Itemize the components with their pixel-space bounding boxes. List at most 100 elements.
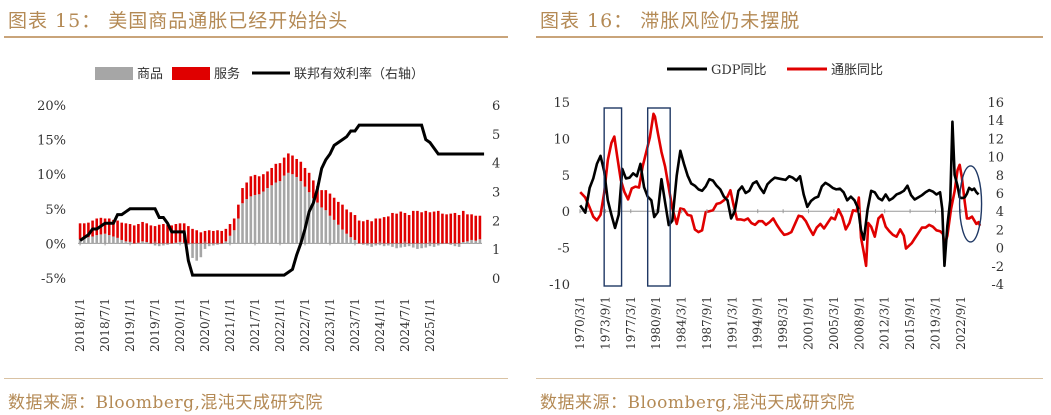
x-tick-label: 1998/3/1 [776, 296, 790, 350]
services-bar [307, 172, 311, 193]
goods-bar [295, 176, 298, 244]
x-tick-label: 1970/3/1 [573, 296, 587, 350]
x-tick-label: 1994/9/1 [751, 296, 765, 350]
goods-bar [382, 243, 386, 247]
goods-bar [391, 243, 394, 247]
services-bar [278, 163, 282, 182]
services-bar [428, 212, 432, 244]
x-tick-label: 2021/1/1 [223, 298, 237, 352]
x-axis-ticks: 1970/3/1 1973/9/1 1977/3/1 1980/9/1 1984/3/1… [573, 209, 968, 350]
goods-bar [116, 237, 119, 244]
services-bar [441, 213, 444, 244]
right-y-tick-label: 10 [987, 151, 1004, 166]
legend-label-fed-funds: 联邦有效利率（右轴） [294, 66, 424, 82]
goods-bar [266, 188, 269, 244]
services-bar [407, 215, 411, 244]
goods-bar [220, 243, 223, 245]
goods-bar [78, 239, 82, 244]
services-bar [387, 216, 390, 244]
legend-label-goods: 商品 [137, 67, 163, 82]
goods-services-inflation-chart: 商品 服务 联邦有效利率（右轴） 20% 15% 10% 5% 0% -5% 6 5 4 3 2 1 0 201… [37, 66, 500, 352]
goods-bar [199, 243, 203, 258]
left-y-tick-label: 10 [553, 132, 570, 147]
goods-bar [436, 243, 440, 246]
goods-bar [424, 243, 428, 248]
x-tick-label: 2024/1/1 [373, 298, 387, 352]
services-bar [382, 217, 386, 244]
services-bar [266, 171, 269, 189]
x-tick-label: 2018/1/1 [73, 298, 87, 352]
goods-bar [182, 242, 186, 244]
goods-bar [237, 218, 240, 244]
legend-label-cpi: 通胀同比 [831, 63, 883, 78]
goods-bar [270, 185, 273, 244]
goods-bar [187, 243, 190, 245]
left-y-tick-label: 15% [37, 134, 66, 149]
cpi-yoy-line [579, 112, 982, 268]
x-tick-label: 2005/3/1 [827, 296, 841, 350]
services-bar [103, 218, 107, 234]
goods-bar [411, 243, 415, 248]
services-bar [337, 201, 340, 225]
fed-funds-rate-line [79, 123, 485, 277]
services-bar [295, 158, 298, 177]
services-bar [87, 222, 90, 238]
services-bar [170, 225, 173, 244]
right-y-tick-label: 12 [987, 132, 1004, 147]
goods-bar [466, 241, 469, 244]
goods-bar [120, 239, 124, 244]
right-y-tick-label: 4 [492, 157, 500, 172]
services-bar [432, 211, 436, 244]
goods-bar [162, 243, 165, 246]
left-y-tick-label: 0 [562, 205, 570, 220]
right-y-tick-label: 6 [996, 187, 1004, 202]
right-y-tick-label: 5 [492, 128, 500, 143]
goods-bar [124, 241, 128, 244]
services-bar [141, 221, 144, 242]
x-tick-label: 2021/7/1 [248, 298, 262, 352]
services-bar [245, 182, 248, 200]
right-y-tick-label: 2 [492, 214, 500, 229]
stagflation-highlight-box [603, 107, 623, 287]
goods-bar [203, 243, 207, 249]
goods-bar [461, 242, 465, 244]
services-bar [345, 209, 348, 234]
goods-bar [241, 203, 244, 244]
services-bar [145, 223, 149, 243]
goods-bar [249, 196, 253, 244]
left-y-tick-label: 15 [553, 96, 570, 111]
right-y-tick-label: 0 [996, 242, 1004, 257]
goods-bar [362, 243, 365, 245]
x-tick-label: 1987/9/1 [700, 296, 714, 350]
figure-16-panel: 图表 16： 滞胀风险仍未摆脱 GDP同比 通胀同比 15 10 5 0 -5 -10 16 14… [532, 0, 1047, 415]
services-bar [366, 219, 369, 244]
x-tick-label: 1980/9/1 [649, 296, 663, 350]
services-bar [166, 224, 169, 244]
services-bar [107, 218, 111, 236]
goods-bar [91, 236, 94, 244]
services-bar [357, 220, 361, 244]
stagflation-highlight-box [646, 107, 671, 287]
x-axis-ticks: 2018/1/1 2018/7/1 2019/1/1 2019/7/1 2020/1/1… [73, 241, 437, 352]
x-tick-label: 2020/7/1 [198, 298, 212, 352]
left-y-tick-label: 10% [37, 168, 66, 183]
services-bar [466, 214, 469, 242]
services-bar [78, 223, 82, 240]
goods-bar [195, 243, 198, 261]
right-y-tick-label: 14 [987, 114, 1004, 129]
left-y-tick-label: -5% [41, 272, 66, 287]
x-tick-label: 2019/7/1 [148, 298, 162, 352]
current-period-highlight-ellipse [958, 165, 983, 243]
bars-group [78, 153, 482, 261]
x-tick-label: 2023/7/1 [348, 298, 362, 352]
left-y-tick-label: -10 [549, 278, 570, 293]
x-tick-label: 1977/3/1 [624, 296, 638, 350]
x-tick-label: 2008/9/1 [852, 296, 866, 350]
right-y-tick-label: -2 [991, 260, 1004, 275]
legend-label-gdp: GDP同比 [711, 63, 767, 78]
goods-bar [99, 234, 103, 244]
services-bar [220, 230, 223, 244]
right-y-tick-label: 3 [492, 186, 500, 201]
figure-15-panel: 图表 15： 美国商品通胀已经开始抬头 商品 服务 联邦有效利率（右轴） 20% 15%… [0, 0, 512, 415]
goods-bar [432, 243, 436, 247]
